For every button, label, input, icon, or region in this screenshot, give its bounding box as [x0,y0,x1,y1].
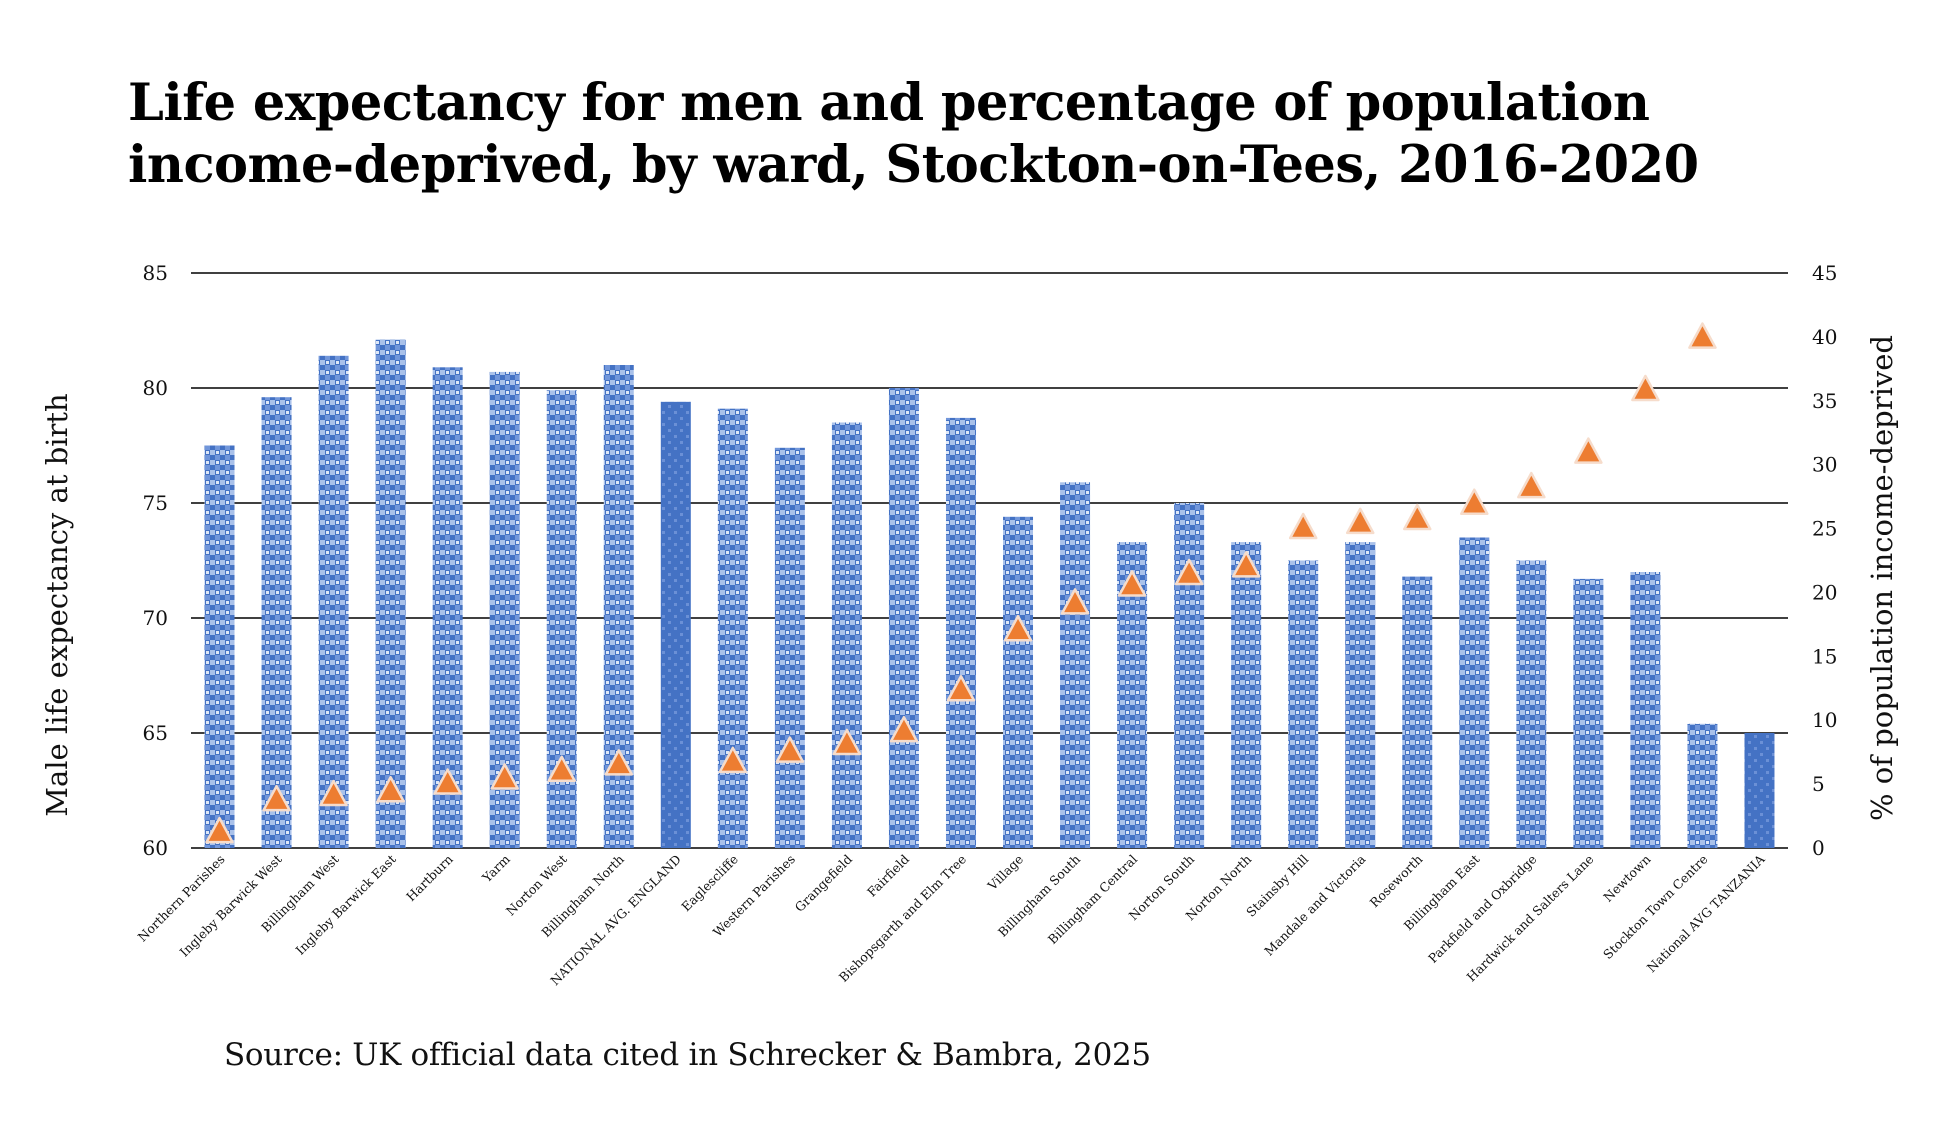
bar-billingham-east [1459,537,1490,848]
category-label: Grangefield [792,852,855,915]
bar-hardwick-and-salters-lane [1573,578,1604,848]
bar-stainsby-hill [1288,560,1319,848]
category-label: Parkfield and Oxbridge [1425,852,1539,966]
chart-title-line-1: Life expectancy for men and percentage o… [128,73,1650,133]
left-tick-label: 60 [143,836,168,860]
marker-stockton-town-centre [1688,322,1717,349]
bar-eaglescliffe [717,408,748,848]
right-tick-label: 0 [1812,836,1825,860]
marker-mandale-and-victoria [1345,507,1375,535]
marker-norton-west [547,755,576,783]
bar-newtown [1630,572,1661,848]
category-label: Ingleby Barwick West [177,852,285,960]
left-axis-ticks: 60 65 70 75 80 85 [143,261,168,860]
marker-hardwick-and-salters-lane [1574,437,1603,464]
left-tick-label: 75 [143,491,168,515]
marker-yarm [490,763,519,790]
marker-ingleby-barwick-west [262,784,291,812]
right-tick-label: 45 [1812,261,1837,285]
right-tick-label: 25 [1812,517,1837,541]
left-tick-label: 65 [143,721,168,745]
left-tick-label: 85 [143,261,168,285]
category-label: Eaglescliffe [678,852,741,915]
marker-billingham-north [604,749,634,776]
marker-fairfield [889,715,919,743]
marker-newtown [1631,374,1660,402]
category-label: Ingleby Barwick East [292,852,398,958]
right-axis-ticks: 0 5 10 15 20 25 30 35 40 45 [1812,261,1837,860]
bar-bishopsgarth-and-elm-tree [945,417,976,848]
right-tick-label: 40 [1812,325,1837,349]
category-label: Village [984,852,1026,894]
category-label: Newtown [1600,852,1653,905]
marker-hartburn [433,768,462,795]
marker-stainsby-hill [1288,512,1318,540]
bar-hartburn [432,367,463,848]
marker-ingleby-barwick-east [376,775,405,803]
right-tick-label: 15 [1812,644,1837,668]
chart-title: Life expectancy for men and percentage o… [128,72,1928,196]
bar-series [204,339,1775,848]
marker-roseworth [1403,503,1432,531]
bar-ingleby-barwick-east [375,339,406,848]
bar-stockton-town-centre [1687,723,1718,848]
category-label: Yarm [478,851,512,885]
marker-western-parishes [775,736,805,763]
bar-mandale-and-victoria [1345,542,1376,848]
category-label: Hartburn [403,852,456,905]
category-label: Fairfield [864,852,912,900]
category-label: Roseworth [1367,852,1426,911]
marker-billingham-central [1117,570,1147,597]
category-label: National AVG TANZANIA [1644,851,1768,975]
bar-western-parishes [774,447,805,848]
bar-parkfield-and-oxbridge [1516,560,1547,848]
marker-billingham-south [1060,588,1090,615]
marker-bishopsgarth-and-elm-tree [946,675,976,702]
left-axis-title: Male life expectancy at birth [40,393,74,816]
right-tick-label: 35 [1812,389,1837,413]
marker-series [205,322,1717,844]
marker-parkfield-and-oxbridge [1517,471,1546,499]
bar-grangefield [831,422,862,848]
left-tick-label: 80 [143,376,168,400]
bar-norton-south [1174,503,1205,848]
bar-fairfield [888,388,919,848]
chart-title-line-2: income-deprived, by ward, Stockton-on-Te… [128,135,1699,195]
bar-national-avg-tanzania [1744,733,1775,848]
marker-village [1003,614,1033,642]
gridlines [191,272,1788,849]
right-tick-label: 10 [1812,708,1837,732]
bar-billingham-west [318,355,349,848]
right-tick-label: 30 [1812,453,1837,477]
marker-eaglescliffe [718,746,748,774]
bar-roseworth [1402,576,1433,848]
marker-northern-parishes [205,816,234,844]
marker-grangefield [832,728,862,756]
marker-norton-south [1174,558,1204,586]
bar-national-avg-england [660,401,691,848]
bar-billingham-south [1060,482,1091,848]
marker-norton-north [1231,551,1261,578]
bar-norton-north [1231,542,1262,848]
left-tick-label: 70 [143,606,168,630]
category-label: Stockton Town Centre [1600,852,1711,963]
marker-billingham-west [319,779,348,807]
marker-billingham-east [1460,488,1489,515]
source-note: Source: UK official data cited in Schrec… [224,1037,1151,1073]
category-label: Mandale and Victoria [1261,851,1368,958]
right-axis-title: % of population income-deprived [1865,335,1899,821]
bar-village [1003,516,1034,848]
right-tick-label: 20 [1812,580,1837,604]
right-tick-label: 5 [1812,772,1825,796]
bar-northern-parishes [204,445,235,848]
bar-ingleby-barwick-west [261,397,292,848]
